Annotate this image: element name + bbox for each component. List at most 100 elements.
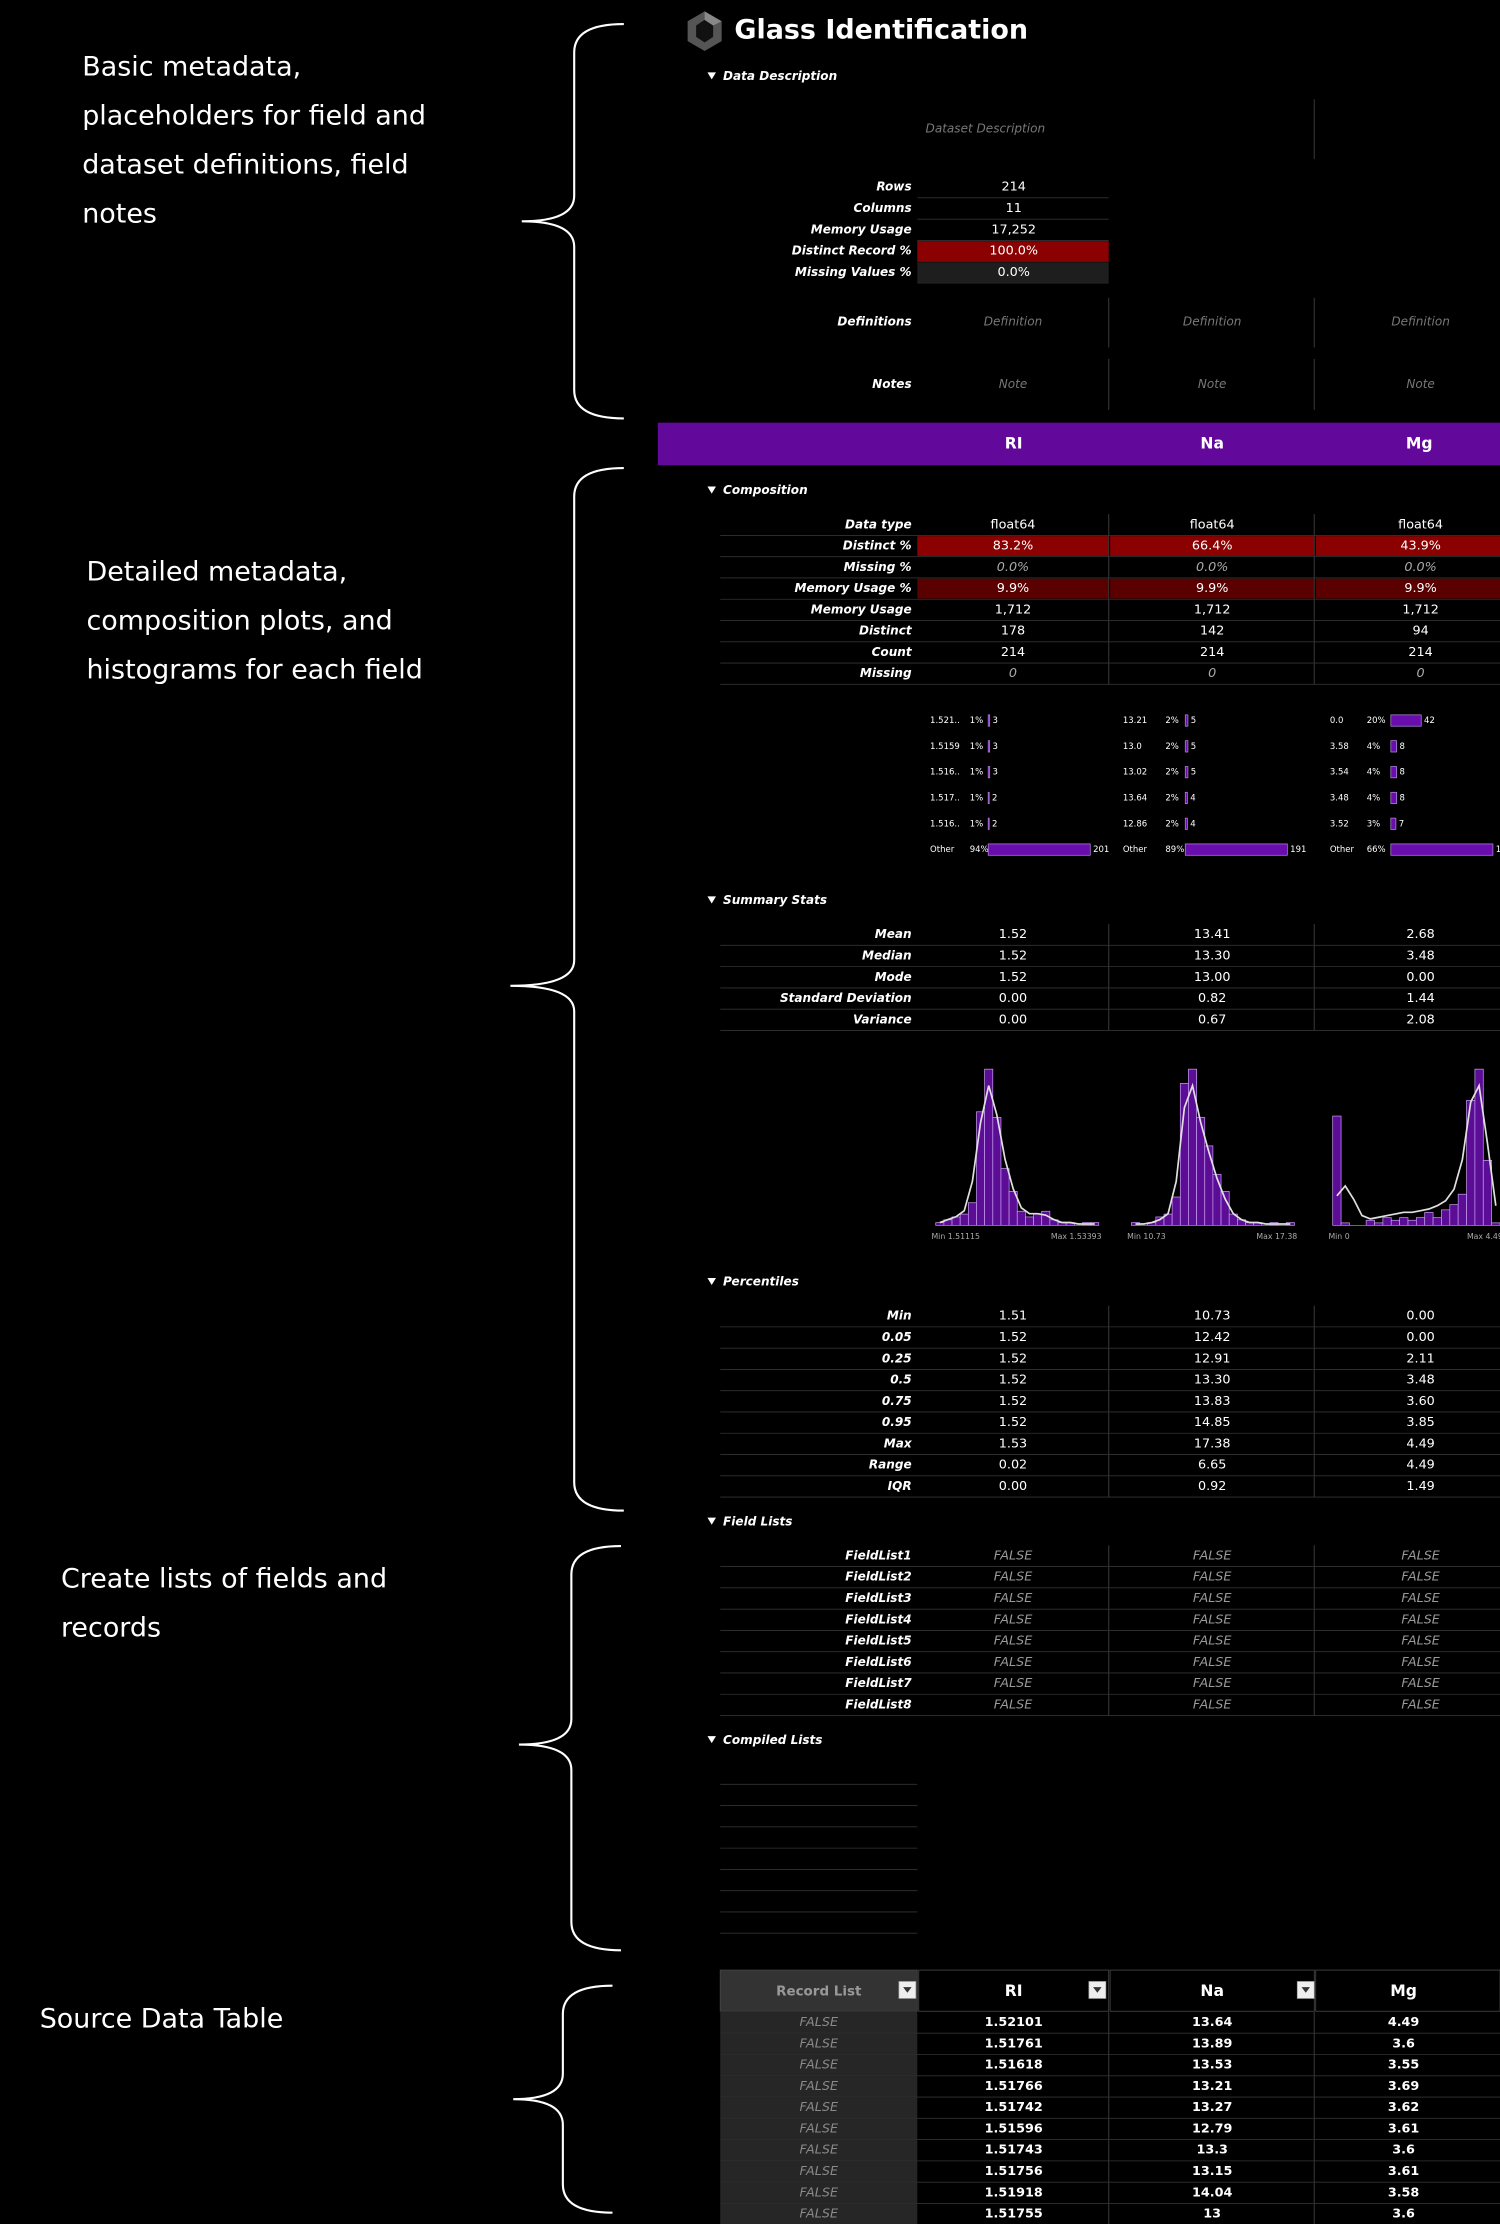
row-label: Notes (872, 377, 911, 391)
cell-value: 142 (1200, 624, 1224, 639)
annotation: dataset definitions, field (82, 149, 408, 180)
cell-value: 1.53 (999, 1436, 1027, 1451)
top-value-percent: 1% (970, 716, 983, 726)
cell-value: 0.00 (1406, 1330, 1434, 1345)
cell-value: 1.52 (999, 970, 1027, 985)
cell-value: 9.9% (1196, 581, 1228, 596)
row-label: 0.75 (882, 1394, 912, 1408)
cell-value: 13.30 (1194, 1373, 1231, 1388)
cell-value: 100.0% (989, 244, 1038, 259)
table-header: Record List (776, 1983, 862, 1999)
histogram-bar (1041, 1210, 1051, 1226)
top-value-label: 3.52 (1330, 819, 1349, 829)
cell-value: 13.30 (1194, 948, 1231, 963)
histogram-bar (1179, 1083, 1189, 1226)
table-cell: 1.51766 (985, 2079, 1043, 2094)
cell-highlight (1110, 578, 1315, 599)
cell-value: 214 (1408, 645, 1432, 660)
histogram-bar (1390, 1219, 1400, 1226)
histogram-bar (1432, 1217, 1442, 1226)
cell-value: 0.00 (1406, 970, 1434, 985)
cell-highlight (1315, 536, 1500, 556)
record-cell (720, 2075, 918, 2098)
table-cell: FALSE (799, 2058, 838, 2073)
top-value-bar (1184, 766, 1189, 779)
table-header-cell (719, 1969, 918, 2012)
cell-highlight (917, 241, 1109, 261)
histogram-bar (959, 1213, 969, 1226)
brace (510, 466, 624, 1512)
section-heading: Compiled Lists (723, 1733, 822, 1747)
table-cell: 13.3 (1196, 2143, 1227, 2158)
column-header: RI (1005, 434, 1023, 452)
top-value-bar (987, 766, 991, 779)
placeholder: Note (1198, 377, 1227, 391)
top-value-count: 8 (1399, 768, 1404, 778)
table-cell: FALSE (799, 2015, 838, 2030)
record-cell (720, 2054, 918, 2076)
row-label: Memory Usage (811, 222, 912, 236)
row-label: FieldList2 (845, 1570, 911, 1584)
annotation: Detailed metadata, (86, 557, 347, 588)
row-label: FieldList5 (845, 1634, 911, 1648)
record-cell (720, 2033, 918, 2055)
row-label: Max (884, 1436, 913, 1450)
cell-value: 1.52 (999, 1330, 1027, 1345)
cell-highlight (1110, 536, 1315, 556)
brace (521, 23, 624, 420)
top-value-count: 3 (993, 768, 998, 778)
table-cell: FALSE (799, 2121, 838, 2136)
top-value-count: 2 (992, 793, 997, 803)
top-value-bar (1390, 817, 1397, 830)
top-value-percent: 4% (1367, 793, 1380, 803)
row-label: Rows (876, 180, 911, 194)
cell-value: FALSE (1401, 1548, 1440, 1563)
cell-value: 1.44 (1406, 991, 1434, 1006)
top-value-count: 5 (1191, 768, 1196, 778)
cell-value: FALSE (994, 1548, 1033, 1563)
top-value-label: Other (1330, 845, 1355, 855)
cell-value: 3.85 (1406, 1415, 1434, 1430)
cell-value: FALSE (1193, 1591, 1232, 1606)
table-cell: FALSE (799, 2207, 838, 2222)
histogram-bar (1000, 1168, 1010, 1226)
top-value-label: 12.86 (1123, 819, 1147, 829)
row-label: FieldList3 (845, 1591, 911, 1605)
dropdown-arrow (1301, 1987, 1311, 1993)
top-value-count: 8 (1399, 742, 1404, 752)
cell-value: 66.4% (1192, 539, 1233, 554)
top-value-bar (1390, 766, 1397, 779)
row-label: Memory Usage % (795, 581, 912, 595)
cell-value: 17.38 (1194, 1436, 1231, 1451)
top-value-bar (1390, 714, 1422, 727)
top-value-count: 4 (1190, 793, 1195, 803)
collapse-toggle (707, 1517, 716, 1525)
cell-value: 12.42 (1194, 1330, 1231, 1345)
cell-value: 3.48 (1406, 1373, 1434, 1388)
cell-value: 1,712 (1194, 602, 1231, 617)
row-label: FieldList8 (845, 1697, 911, 1711)
cell-value: 1.52 (999, 1351, 1027, 1366)
top-value-count: 4 (1190, 819, 1195, 829)
cell-value: FALSE (1193, 1676, 1232, 1691)
histogram-bar (1382, 1217, 1392, 1226)
row-label: FieldList4 (845, 1612, 911, 1626)
annotation: placeholders for field and (82, 101, 426, 132)
record-cell (720, 2182, 918, 2204)
cell-value: FALSE (994, 1655, 1033, 1670)
histogram-bar (1449, 1204, 1459, 1226)
annotation: notes (82, 198, 157, 229)
histogram-bar (1332, 1115, 1342, 1226)
histogram-bar (1212, 1173, 1222, 1226)
table-cell: FALSE (799, 2143, 838, 2158)
cell-value: 2.68 (1406, 927, 1434, 942)
cell-value: 1,712 (1402, 602, 1439, 617)
top-value-label: 1.516.. (930, 819, 960, 829)
table-cell: 13.53 (1192, 2058, 1232, 2073)
row-label: Mode (875, 970, 912, 984)
cell-value: 13.83 (1194, 1394, 1231, 1409)
cell-value: 0.0% (1196, 560, 1228, 575)
histogram-bar (1033, 1213, 1043, 1226)
row-label: Distinct % (843, 539, 912, 553)
